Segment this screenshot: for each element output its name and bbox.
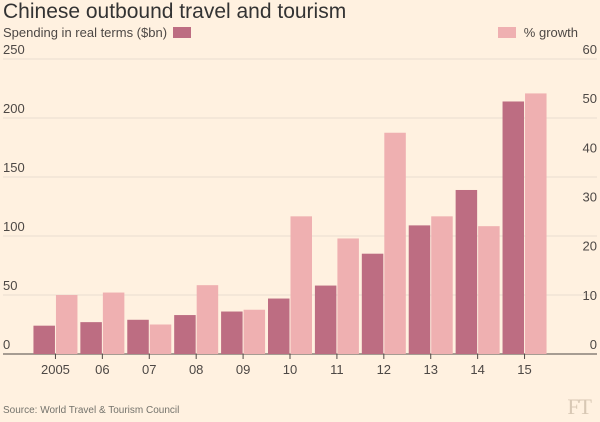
right-tick-label: 30 xyxy=(583,190,597,205)
right-tick-label: 10 xyxy=(583,288,597,303)
x-tick-label: 07 xyxy=(142,362,156,377)
x-tick-label: 12 xyxy=(377,362,391,377)
right-tick-label: 50 xyxy=(583,91,597,106)
legend-growth-label: % growth xyxy=(523,25,578,40)
x-tick-label: 11 xyxy=(330,362,344,377)
x-tick-label: 2005 xyxy=(41,362,70,377)
bar-growth xyxy=(525,93,547,355)
legend-growth-swatch xyxy=(497,27,516,38)
legend-growth: % growth xyxy=(497,25,578,40)
ft-logo: FT xyxy=(567,394,592,419)
legend-spending-label: Spending in real terms ($bn) xyxy=(3,25,168,40)
bar-spending xyxy=(502,101,525,354)
bar-growth xyxy=(337,238,359,354)
bar-growth xyxy=(431,216,453,354)
x-tick-label: 15 xyxy=(517,362,531,377)
bar-spending xyxy=(314,285,337,354)
x-tick-label: 08 xyxy=(189,362,203,377)
left-tick-label: 200 xyxy=(3,101,25,116)
bar-growth xyxy=(290,216,312,354)
right-tick-label: 60 xyxy=(583,42,597,57)
left-tick-label: 100 xyxy=(3,219,25,234)
x-tick-label: 10 xyxy=(283,362,297,377)
bar-spending xyxy=(268,298,290,354)
bar-spending xyxy=(127,319,149,354)
x-tick-label: 14 xyxy=(470,362,484,377)
bar-growth xyxy=(149,324,172,354)
chart-title: Chinese outbound travel and tourism xyxy=(3,0,347,23)
right-tick-label: 0 xyxy=(590,337,597,352)
bar-growth xyxy=(55,295,78,354)
left-tick-label: 0 xyxy=(3,337,10,352)
left-tick-label: 50 xyxy=(3,278,17,293)
bar-growth xyxy=(478,226,500,354)
bar-growth xyxy=(196,285,219,354)
bar-growth xyxy=(102,292,125,354)
right-tick-label: 40 xyxy=(583,140,597,155)
right-tick-label: 20 xyxy=(583,239,597,254)
bar-spending xyxy=(80,322,102,354)
bar-spending xyxy=(33,325,55,354)
bar-growth xyxy=(243,309,266,354)
x-tick-label: 13 xyxy=(423,362,437,377)
left-tick-label: 150 xyxy=(3,160,25,175)
bar-spending xyxy=(408,225,431,354)
bar-growth xyxy=(384,132,406,354)
source-note: Source: World Travel & Tourism Council xyxy=(3,405,180,416)
legend-spending-swatch xyxy=(173,27,192,38)
x-tick-label: 06 xyxy=(95,362,109,377)
bar-spending xyxy=(174,315,196,354)
bar-spending xyxy=(455,189,478,354)
x-tick-label: 09 xyxy=(236,362,250,377)
left-tick-label: 250 xyxy=(3,42,25,57)
bar-spending xyxy=(221,311,243,354)
bar-spending xyxy=(361,253,384,354)
legend-spending: Spending in real terms ($bn) xyxy=(3,25,192,40)
